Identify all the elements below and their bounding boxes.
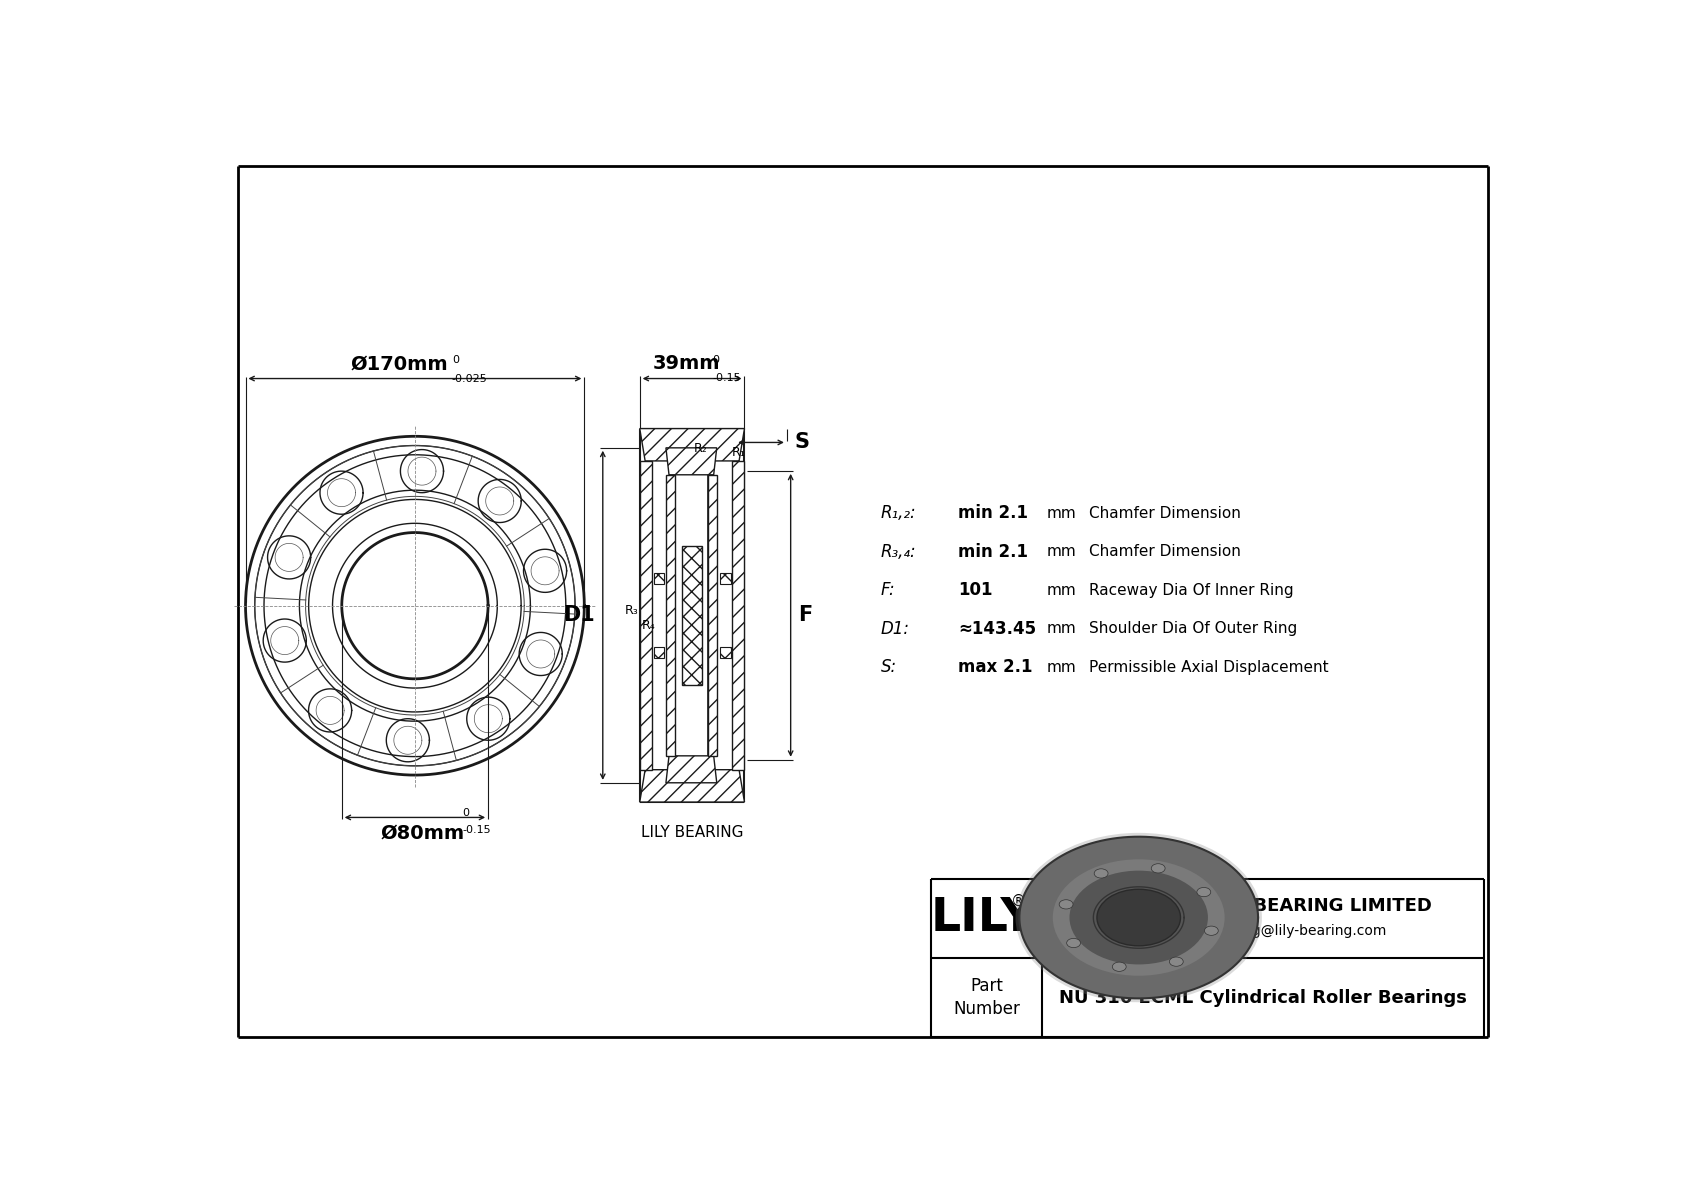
Text: 0: 0 — [463, 809, 470, 818]
Text: Raceway Dia Of Inner Ring: Raceway Dia Of Inner Ring — [1088, 582, 1293, 598]
Text: 0: 0 — [451, 355, 458, 364]
Text: LILY: LILY — [931, 896, 1036, 941]
Text: R₄: R₄ — [642, 619, 655, 632]
Text: -0.15: -0.15 — [463, 825, 492, 835]
Text: mm: mm — [1046, 622, 1076, 636]
Text: R₃: R₃ — [625, 604, 638, 617]
Text: Permissible Axial Displacement: Permissible Axial Displacement — [1088, 660, 1329, 675]
Polygon shape — [640, 429, 744, 461]
Text: 39mm: 39mm — [652, 354, 719, 373]
Text: Email: lilybearing@lily-bearing.com: Email: lilybearing@lily-bearing.com — [1140, 924, 1386, 939]
Ellipse shape — [1096, 890, 1180, 946]
Text: R₁,₂:: R₁,₂: — [881, 504, 916, 523]
Text: NU 316 ECML Cylindrical Roller Bearings: NU 316 ECML Cylindrical Roller Bearings — [1059, 989, 1467, 1006]
Ellipse shape — [1093, 887, 1184, 948]
Text: mm: mm — [1046, 506, 1076, 520]
Text: S: S — [795, 432, 810, 453]
Text: -0.15: -0.15 — [712, 373, 741, 384]
Text: R₁: R₁ — [733, 445, 746, 459]
Ellipse shape — [1169, 958, 1184, 966]
Text: Ø170mm: Ø170mm — [350, 355, 448, 374]
Ellipse shape — [1113, 962, 1127, 972]
Polygon shape — [640, 769, 744, 802]
Polygon shape — [733, 461, 744, 769]
Ellipse shape — [1197, 887, 1211, 897]
Text: mm: mm — [1046, 544, 1076, 560]
Text: ≈143.45: ≈143.45 — [958, 619, 1036, 638]
Polygon shape — [665, 448, 717, 475]
Text: S:: S: — [881, 659, 898, 676]
Ellipse shape — [1095, 868, 1108, 878]
Text: R₃,₄:: R₃,₄: — [881, 543, 916, 561]
Text: F: F — [798, 605, 813, 625]
Text: mm: mm — [1046, 660, 1076, 675]
Ellipse shape — [1079, 915, 1152, 952]
Ellipse shape — [1066, 939, 1081, 948]
Ellipse shape — [1073, 873, 1204, 962]
Ellipse shape — [1204, 927, 1218, 935]
Ellipse shape — [1059, 899, 1073, 909]
Polygon shape — [719, 573, 731, 584]
Ellipse shape — [1037, 849, 1239, 986]
Text: mm: mm — [1046, 582, 1076, 598]
Ellipse shape — [1069, 871, 1207, 965]
Ellipse shape — [1019, 837, 1258, 998]
Text: Shoulder Dia Of Outer Ring: Shoulder Dia Of Outer Ring — [1088, 622, 1297, 636]
Polygon shape — [682, 545, 702, 685]
Polygon shape — [640, 461, 652, 769]
Text: ®: ® — [1012, 894, 1027, 909]
Text: Chamfer Dimension: Chamfer Dimension — [1088, 544, 1241, 560]
Text: D1: D1 — [564, 605, 594, 625]
Ellipse shape — [1052, 860, 1224, 975]
Ellipse shape — [1052, 860, 1224, 975]
Ellipse shape — [1152, 863, 1165, 873]
Text: LILY BEARING: LILY BEARING — [642, 825, 743, 840]
Polygon shape — [653, 573, 665, 584]
Polygon shape — [719, 647, 731, 657]
Text: 0: 0 — [712, 355, 719, 364]
Text: min 2.1: min 2.1 — [958, 543, 1027, 561]
Text: min 2.1: min 2.1 — [958, 504, 1027, 523]
Polygon shape — [653, 647, 665, 657]
Polygon shape — [665, 756, 717, 782]
Polygon shape — [665, 475, 675, 756]
Text: F:: F: — [881, 581, 896, 599]
Text: Part
Number: Part Number — [953, 977, 1021, 1018]
Text: SHANGHAI LILY BEARING LIMITED: SHANGHAI LILY BEARING LIMITED — [1095, 897, 1431, 916]
Text: Chamfer Dimension: Chamfer Dimension — [1088, 506, 1241, 520]
Text: max 2.1: max 2.1 — [958, 659, 1032, 676]
Text: D1:: D1: — [881, 619, 909, 638]
Polygon shape — [707, 475, 717, 756]
Text: R₂: R₂ — [694, 442, 707, 455]
Ellipse shape — [1015, 833, 1261, 1003]
Text: -0.025: -0.025 — [451, 374, 488, 384]
Text: 101: 101 — [958, 581, 992, 599]
Text: Ø80mm: Ø80mm — [381, 824, 465, 842]
